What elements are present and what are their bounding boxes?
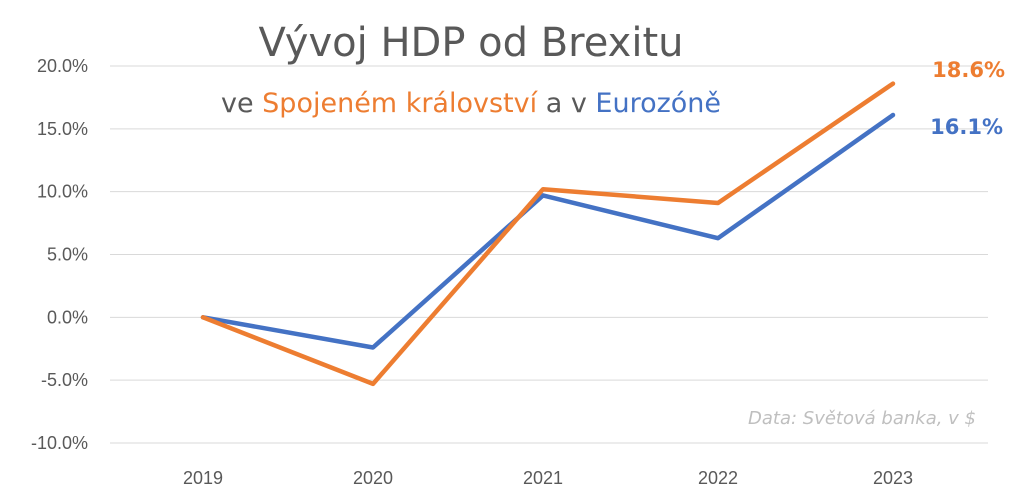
end-label-eurozone: 16.1% [930, 115, 1003, 139]
series-lines [200, 81, 896, 387]
subtitle-uk: Spojeném království [262, 88, 538, 119]
y-tick-label: 15.0% [37, 119, 88, 139]
x-tick-label: 2023 [873, 468, 913, 488]
chart-title: Vývoj HDP od Brexitu [259, 20, 684, 66]
subtitle-mid: a v [537, 88, 595, 119]
subtitle-eurozone: Eurozóně [595, 88, 721, 119]
source-note: Data: Světová banka, v $ [748, 408, 976, 429]
gridlines [110, 65, 988, 444]
series-line-uk [200, 81, 896, 387]
end-label-uk: 18.6% [932, 58, 1005, 82]
subtitle-prefix: ve [221, 88, 262, 119]
y-tick-label: 5.0% [47, 245, 88, 265]
y-tick-label: -10.0% [31, 433, 88, 453]
chart-subtitle: ve Spojeném království a v Eurozóně [221, 88, 721, 119]
x-tick-label: 2019 [183, 468, 223, 488]
y-tick-label: 20.0% [37, 56, 88, 76]
x-axis-ticks: 2019 2020 2021 2022 2023 [183, 468, 913, 488]
y-axis-ticks: 20.0% 15.0% 10.0% 5.0% 0.0% -5.0% -10.0% [31, 56, 88, 453]
y-tick-label: 0.0% [47, 307, 88, 327]
x-tick-label: 2020 [353, 468, 393, 488]
series-line-eurozone [200, 112, 896, 350]
x-tick-label: 2022 [698, 468, 738, 488]
y-tick-label: -5.0% [41, 370, 88, 390]
x-tick-label: 2021 [523, 468, 563, 488]
y-tick-label: 10.0% [37, 182, 88, 202]
